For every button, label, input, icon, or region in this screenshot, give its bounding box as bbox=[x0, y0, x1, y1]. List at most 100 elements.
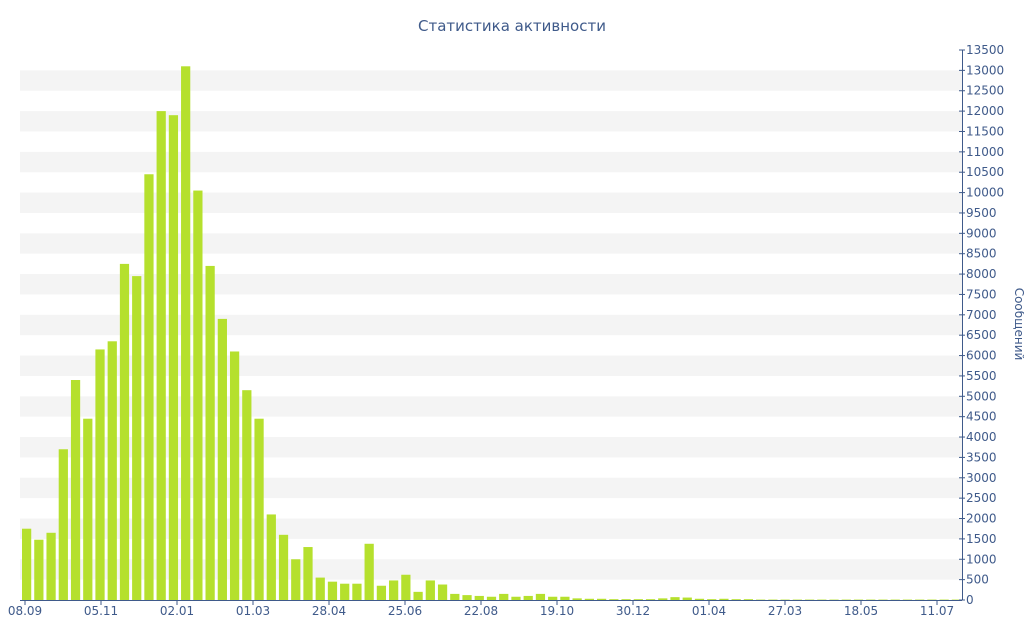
bar bbox=[181, 66, 191, 601]
bar bbox=[315, 577, 325, 600]
y-tick-label: 0 bbox=[966, 593, 974, 607]
bar bbox=[548, 596, 558, 600]
chart-title: Статистика активности bbox=[418, 17, 606, 35]
x-tick-label: 27.03 bbox=[768, 604, 802, 618]
bar bbox=[927, 599, 937, 601]
bar bbox=[46, 532, 56, 600]
bar bbox=[756, 599, 766, 601]
bar bbox=[291, 559, 301, 600]
y-tick-label: 6500 bbox=[966, 328, 997, 342]
bar bbox=[817, 599, 827, 601]
grid-band bbox=[20, 314, 962, 336]
grid-band bbox=[20, 355, 962, 376]
bar bbox=[645, 599, 656, 600]
bar bbox=[804, 599, 815, 601]
bar bbox=[425, 580, 435, 600]
x-tick-label: 22.08 bbox=[464, 604, 498, 618]
bar bbox=[694, 598, 705, 600]
bar bbox=[939, 599, 949, 601]
x-tick-label: 25.06 bbox=[388, 604, 422, 618]
bar bbox=[670, 597, 680, 600]
bar bbox=[572, 598, 582, 600]
bar bbox=[596, 598, 607, 600]
bar bbox=[792, 599, 802, 601]
x-tick-label: 30.12 bbox=[616, 604, 650, 618]
bar bbox=[486, 596, 497, 600]
y-tick-label: 4500 bbox=[966, 410, 997, 424]
bar bbox=[278, 534, 289, 600]
y-tick-label: 5000 bbox=[966, 389, 997, 403]
bar bbox=[303, 547, 313, 600]
y-tick-label: 3500 bbox=[966, 450, 997, 464]
y-tick-label: 11500 bbox=[966, 124, 1004, 138]
y-tick-label: 7500 bbox=[966, 287, 997, 301]
y-tick-label: 7000 bbox=[966, 308, 997, 322]
bar bbox=[70, 380, 81, 600]
bar bbox=[34, 539, 44, 600]
bar bbox=[523, 595, 533, 600]
bar bbox=[376, 585, 387, 600]
bar bbox=[682, 597, 692, 600]
grid-band bbox=[20, 274, 962, 295]
y-tick-label: 13000 bbox=[966, 63, 1004, 77]
bar bbox=[352, 583, 362, 600]
bar bbox=[731, 599, 741, 600]
bar bbox=[462, 595, 472, 600]
bar bbox=[853, 599, 864, 601]
bar bbox=[205, 265, 215, 600]
grid-band bbox=[20, 151, 962, 173]
x-tick-label: 19.10 bbox=[540, 604, 574, 618]
bar bbox=[951, 599, 961, 601]
y-tick-label: 5500 bbox=[966, 369, 997, 383]
bar bbox=[584, 598, 594, 600]
bars bbox=[22, 66, 961, 601]
y-tick-label: 12500 bbox=[966, 84, 1004, 98]
bar bbox=[83, 418, 93, 600]
bar bbox=[22, 528, 32, 600]
bar bbox=[254, 418, 264, 600]
bar bbox=[780, 599, 790, 601]
x-tick-label: 11.07 bbox=[920, 604, 954, 618]
y-tick-label: 12000 bbox=[966, 104, 1004, 118]
bar bbox=[841, 599, 851, 601]
grid-band bbox=[20, 192, 962, 213]
grid-band bbox=[20, 233, 962, 254]
bar bbox=[499, 593, 509, 600]
bar bbox=[450, 593, 460, 600]
grid-band bbox=[20, 111, 962, 132]
y-tick-label: 2000 bbox=[966, 512, 997, 526]
y-tick-label: 9000 bbox=[966, 226, 997, 240]
y-tick-label: 9500 bbox=[966, 206, 997, 220]
bar bbox=[535, 593, 546, 600]
bar bbox=[902, 599, 913, 601]
bar bbox=[768, 599, 778, 601]
y-tick-label: 3000 bbox=[966, 471, 997, 485]
bar bbox=[168, 115, 179, 601]
bar bbox=[915, 599, 925, 601]
y-tick-label: 11000 bbox=[966, 145, 1004, 159]
bar bbox=[389, 580, 399, 600]
x-tick-label: 02.01 bbox=[160, 604, 194, 618]
bar bbox=[719, 598, 729, 600]
bar bbox=[156, 111, 166, 600]
bar bbox=[119, 263, 130, 600]
bar bbox=[193, 190, 203, 601]
bar bbox=[229, 351, 240, 600]
x-tick-label: 01.04 bbox=[692, 604, 726, 618]
y-tick-label: 1000 bbox=[966, 552, 997, 566]
y-tick-label: 10500 bbox=[966, 165, 1004, 179]
x-tick-label: 05.11 bbox=[84, 604, 118, 618]
bar bbox=[560, 596, 570, 600]
bar bbox=[413, 591, 423, 600]
bar bbox=[609, 599, 619, 600]
y-axis-label: Сообщений bbox=[1012, 288, 1024, 361]
grid-bands bbox=[20, 70, 962, 580]
bar bbox=[437, 584, 448, 600]
bar bbox=[743, 599, 754, 600]
y-tick-label: 2500 bbox=[966, 491, 997, 505]
bar bbox=[633, 599, 643, 600]
y-tick-label: 1500 bbox=[966, 532, 997, 546]
y-axis-ticks: 0 500 1000 1500 2000 2500 3000 3500 4000 4500 5000… bbox=[959, 43, 1004, 607]
bar bbox=[658, 598, 668, 600]
